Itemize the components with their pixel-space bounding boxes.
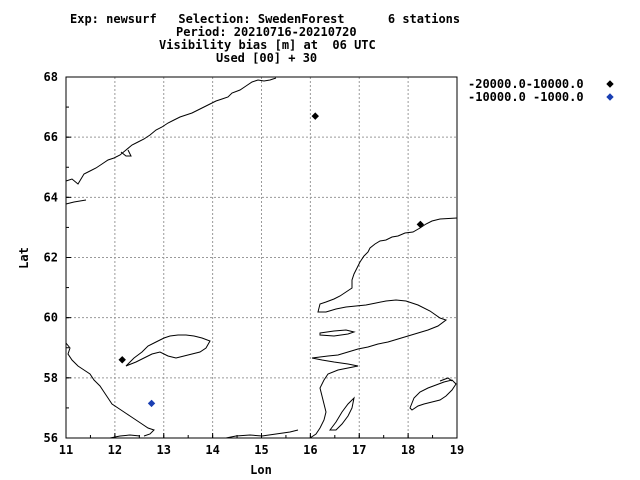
y-tick-label: 64 bbox=[44, 190, 58, 204]
y-tick-label: 62 bbox=[44, 251, 58, 265]
plot-frame bbox=[65, 76, 458, 439]
y-tick-label: 66 bbox=[44, 130, 58, 144]
y-tick-label: 68 bbox=[44, 70, 58, 84]
x-tick-label: 16 bbox=[303, 443, 317, 457]
data-point-series-1 bbox=[416, 220, 425, 229]
x-axis-label: Lon bbox=[250, 463, 272, 477]
coastline-map bbox=[65, 77, 458, 439]
y-tick-label: 56 bbox=[44, 431, 58, 445]
header-line-1: Exp: newsurf Selection: SwedenForest 6 s… bbox=[70, 12, 461, 26]
x-tick-label: 19 bbox=[450, 443, 464, 457]
chart-title: Visibility bias [m] at 06 UTC bbox=[159, 38, 376, 52]
grid-lines bbox=[66, 77, 457, 438]
data-point-series-1 bbox=[311, 112, 319, 120]
legend-label: -10000.0 -1000.0 bbox=[468, 90, 584, 104]
x-tick-label: 11 bbox=[59, 443, 73, 457]
header-line-2: Period: 20210716-20210720 bbox=[176, 25, 357, 39]
legend: -20000.0-10000.0-10000.0 -1000.0 bbox=[468, 77, 614, 104]
x-tick-label: 13 bbox=[157, 443, 171, 457]
data-markers bbox=[118, 112, 425, 408]
y-axis-label: Lat bbox=[17, 247, 31, 269]
y-tick-label: 58 bbox=[44, 371, 58, 385]
data-point-series-2 bbox=[147, 399, 156, 408]
header-line-4: Used [00] + 30 bbox=[216, 51, 318, 65]
x-tick-label: 12 bbox=[108, 443, 122, 457]
legend-marker bbox=[606, 93, 614, 101]
x-tick-label: 17 bbox=[352, 443, 366, 457]
y-tick-label: 60 bbox=[44, 311, 58, 325]
axes-frame: 11 12 13 14 15 16 17 18 19 56 58 60 62 64 66 68 bbox=[44, 70, 465, 457]
legend-marker bbox=[606, 80, 614, 88]
legend-label: -20000.0-10000.0 bbox=[468, 77, 584, 91]
x-tick-label: 18 bbox=[401, 443, 415, 457]
data-point-series-1 bbox=[118, 356, 126, 364]
x-tick-label: 15 bbox=[254, 443, 268, 457]
x-tick-label: 14 bbox=[205, 443, 219, 457]
